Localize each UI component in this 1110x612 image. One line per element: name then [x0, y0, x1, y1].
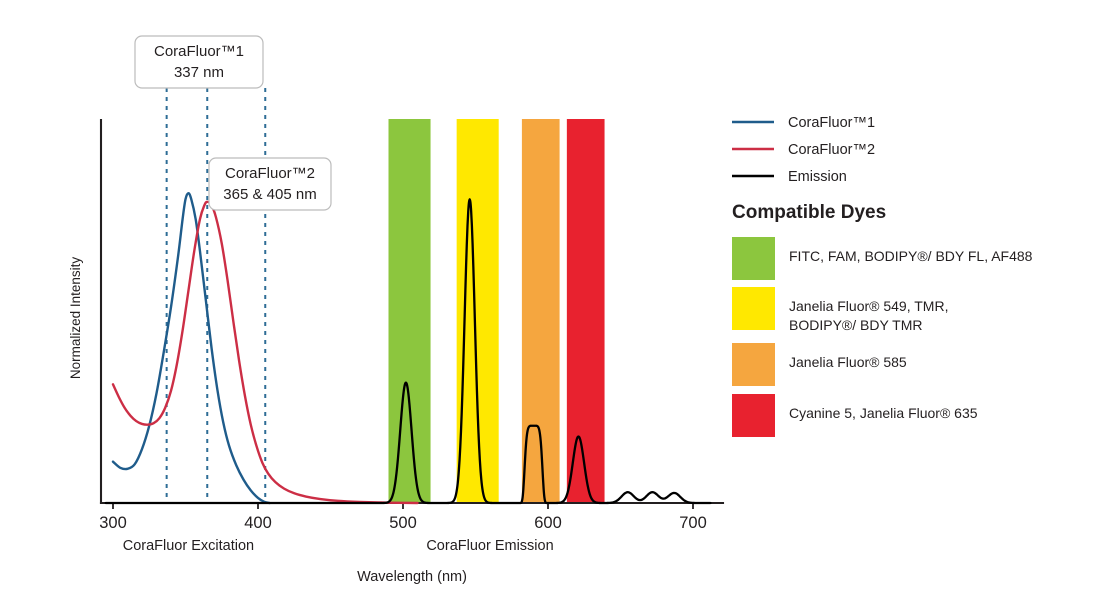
dye-swatch-1	[732, 287, 775, 330]
callout-2-line2: 365 & 405 nm	[223, 186, 316, 203]
legend: CoraFluor™1 CoraFluor™2 Emission	[732, 115, 875, 185]
callout-corafluor1: CoraFluor™1 337 nm	[134, 35, 264, 89]
dye-swatch-0	[732, 237, 775, 280]
x-tick-label: 400	[244, 514, 272, 532]
x-tick-labels: 300 400 500 600 700	[99, 514, 707, 532]
dye-label-3: Cyanine 5, Janelia Fluor® 635	[789, 405, 978, 421]
callout-1-line1: CoraFluor™1	[154, 43, 244, 60]
dye-label-1-line2: BODIPY®/ BDY TMR	[789, 317, 923, 333]
x-tick-label: 500	[389, 514, 417, 532]
compatible-dyes-list: FITC, FAM, BODIPY®/ BDY FL, AF488 Janelia…	[732, 237, 1033, 437]
callout-1-box	[134, 35, 264, 89]
x-axis-title: Wavelength (nm)	[357, 569, 467, 585]
sub-axis-label: CoraFluor Emission	[426, 538, 553, 554]
dye-label-1: Janelia Fluor® 549, TMR,	[789, 298, 948, 314]
dashed-marker-lines	[165, 88, 267, 503]
dye-swatch-2	[732, 343, 775, 386]
curve-corafluor1	[111, 191, 271, 505]
y-axis-title: Normalized Intensity	[68, 257, 83, 380]
callout-2-line1: CoraFluor™2	[225, 165, 315, 182]
color-bands	[388, 119, 605, 503]
dye-label-2: Janelia Fluor® 585	[789, 354, 907, 370]
dye-label-0: FITC, FAM, BODIPY®/ BDY FL, AF488	[789, 248, 1033, 264]
x-tick-label: 300	[99, 514, 127, 532]
sub-axis-label: CoraFluor Excitation	[123, 538, 254, 554]
red-band	[566, 119, 605, 503]
legend-label-0: CoraFluor™1	[788, 115, 875, 131]
callout-1-line2: 337 nm	[174, 64, 224, 81]
x-tick-label: 600	[534, 514, 562, 532]
green-band	[388, 119, 431, 503]
curve-emission	[104, 198, 712, 505]
yellow-band	[456, 119, 499, 503]
x-tick-label: 700	[679, 514, 707, 532]
dye-swatch-3	[732, 394, 775, 437]
sub-axis-labels: CoraFluor Excitation CoraFluor Emission	[123, 538, 554, 554]
legend-label-1: CoraFluor™2	[788, 142, 875, 158]
callout-corafluor2: CoraFluor™2 365 & 405 nm	[208, 157, 332, 211]
legend-label-2: Emission	[788, 169, 847, 185]
compatible-dyes-title: Compatible Dyes	[732, 202, 886, 223]
callout-2-box	[208, 157, 332, 211]
